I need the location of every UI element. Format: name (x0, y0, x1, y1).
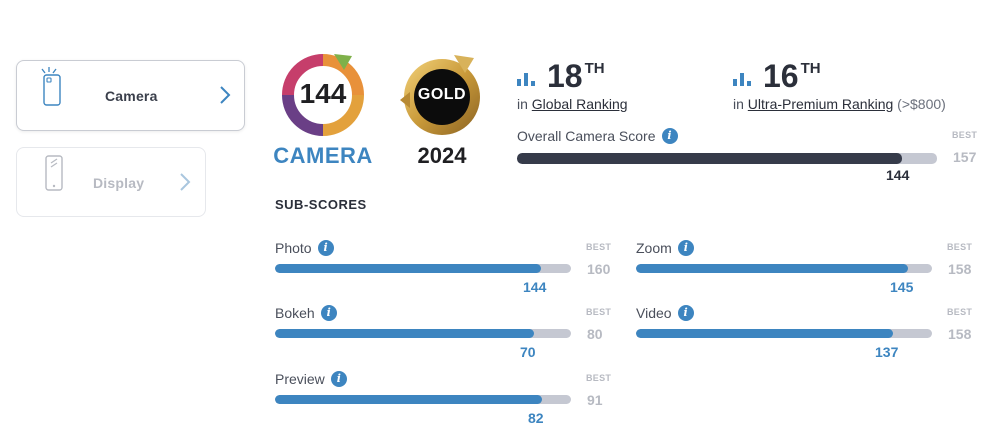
subscore-bar-photo (275, 264, 571, 273)
subscore-best-value-zoom: 158 (948, 261, 972, 277)
subscore-bar-preview (275, 395, 571, 404)
overall-score-label: Overall Camera Score i (517, 128, 678, 144)
ultra-premium-ranking-link[interactable]: Ultra-Premium Ranking (747, 96, 894, 112)
segment-rank-number: 16 TH (763, 58, 821, 94)
subscore-best-label: BEST (586, 307, 612, 317)
sidebar-tab-display[interactable]: Display (16, 147, 206, 217)
info-icon[interactable]: i (330, 371, 347, 387)
overall-score-value: 144 (886, 167, 910, 183)
chevron-right-icon (180, 173, 191, 191)
segment-rank-text: in Ultra-Premium Ranking (>$800) (733, 96, 946, 112)
info-icon[interactable]: i (317, 240, 334, 256)
info-icon[interactable]: i (661, 128, 678, 144)
subscore-best-value-bokeh: 80 (587, 326, 603, 342)
subscore-value-video: 137 (875, 344, 899, 360)
gold-badge-icon (400, 55, 480, 135)
subscore-label-zoom: Zoom i (636, 240, 694, 256)
subscore-fill-zoom (636, 264, 908, 273)
subscore-best-value-photo: 160 (587, 261, 611, 277)
subscore-best-label: BEST (947, 307, 973, 317)
sidebar-tab-camera[interactable]: Camera (16, 60, 245, 131)
subscore-best-label: BEST (947, 242, 973, 252)
subscore-bar-zoom (636, 264, 932, 273)
subscore-label-preview: Preview i (275, 371, 347, 387)
info-icon[interactable]: i (320, 305, 337, 321)
overall-score-bar (517, 153, 937, 164)
subscore-best-value-preview: 91 (587, 392, 603, 408)
subscore-label-photo: Photo i (275, 240, 334, 256)
bar-chart-icon (733, 73, 751, 86)
overall-best-label: BEST (952, 130, 978, 140)
subscore-value-preview: 82 (528, 410, 544, 426)
info-icon[interactable]: i (677, 305, 694, 321)
gold-badge-label: GOLD (417, 86, 467, 103)
camera-badge-word: CAMERA (273, 143, 373, 168)
tab-label-display: Display (93, 175, 145, 191)
subscore-label-bokeh: Bokeh i (275, 305, 337, 321)
global-rank-number: 18 TH (547, 58, 605, 94)
subscore-best-label: BEST (586, 373, 612, 383)
subscore-fill-photo (275, 264, 541, 273)
camera-score-badge-icon (282, 54, 364, 136)
subscore-fill-video (636, 329, 893, 338)
subscore-fill-preview (275, 395, 542, 404)
subscore-best-value-video: 158 (948, 326, 972, 342)
info-icon[interactable]: i (677, 240, 694, 256)
subscore-bar-bokeh (275, 329, 571, 338)
tab-label-camera: Camera (105, 88, 158, 104)
subscore-value-zoom: 145 (890, 279, 914, 295)
chevron-right-icon (220, 86, 231, 104)
gold-badge-year: 2024 (417, 143, 467, 168)
phone-camera-icon (41, 67, 61, 106)
global-ranking-link[interactable]: Global Ranking (531, 96, 628, 112)
overall-score-fill (517, 153, 902, 164)
subscore-value-bokeh: 70 (520, 344, 536, 360)
subscore-value-photo: 144 (523, 279, 547, 295)
subscore-bar-video (636, 329, 932, 338)
subscores-title: SUB-SCORES (275, 197, 367, 212)
subscore-label-video: Video i (636, 305, 694, 321)
camera-badge-score: 144 (299, 78, 347, 109)
subscore-best-label: BEST (586, 242, 612, 252)
subscore-fill-bokeh (275, 329, 534, 338)
global-rank-text: in Global Ranking (517, 96, 628, 112)
bar-chart-icon (517, 73, 535, 86)
phone-display-icon (45, 155, 63, 191)
overall-best-value: 157 (953, 149, 977, 165)
